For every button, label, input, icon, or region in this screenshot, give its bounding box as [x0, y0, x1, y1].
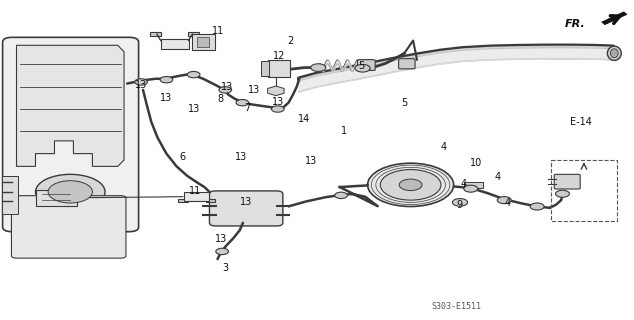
Circle shape [219, 87, 231, 93]
Circle shape [216, 248, 228, 255]
Bar [150, 32, 162, 36]
Bar [36, 190, 77, 205]
Circle shape [399, 179, 422, 191]
Text: 13: 13 [304, 156, 317, 166]
Circle shape [36, 174, 105, 209]
Bar [206, 199, 216, 202]
Polygon shape [602, 12, 627, 25]
Circle shape [368, 163, 454, 206]
Text: 4: 4 [505, 198, 511, 208]
Circle shape [463, 185, 477, 192]
Circle shape [453, 198, 467, 206]
Bar [2, 176, 18, 214]
Text: 6: 6 [179, 152, 185, 163]
Bar [184, 192, 209, 201]
FancyBboxPatch shape [399, 59, 415, 69]
Text: 4: 4 [495, 172, 500, 181]
Bar [268, 60, 290, 77]
Bar [197, 37, 209, 47]
Circle shape [355, 64, 370, 72]
Text: 3: 3 [222, 263, 228, 273]
Circle shape [187, 71, 200, 78]
Bar [464, 182, 483, 188]
Text: S303-E1511: S303-E1511 [431, 302, 481, 311]
Ellipse shape [607, 46, 621, 60]
Text: 11: 11 [212, 26, 224, 36]
Circle shape [48, 181, 93, 203]
Text: 14: 14 [298, 114, 311, 124]
Circle shape [335, 192, 347, 198]
Bar [188, 32, 199, 36]
Text: 13: 13 [235, 152, 247, 163]
Text: 4: 4 [461, 179, 467, 189]
Circle shape [236, 100, 249, 106]
Text: FR.: FR. [565, 19, 585, 28]
Text: 5: 5 [358, 61, 365, 71]
Bar [191, 34, 214, 50]
Text: 8: 8 [218, 94, 224, 104]
Text: 12: 12 [273, 52, 285, 61]
Bar [161, 39, 188, 49]
FancyBboxPatch shape [209, 191, 283, 226]
Text: 4: 4 [441, 142, 446, 152]
Circle shape [497, 197, 511, 204]
Text: 13: 13 [188, 104, 200, 114]
Circle shape [311, 64, 326, 71]
Text: 10: 10 [470, 157, 482, 168]
Text: 1: 1 [341, 126, 347, 136]
Text: 13: 13 [271, 97, 284, 107]
Circle shape [160, 76, 172, 83]
Bar [178, 199, 188, 202]
Bar [261, 61, 269, 76]
Text: 13: 13 [215, 234, 227, 244]
Bar [551, 160, 618, 220]
Text: 13: 13 [135, 80, 147, 90]
FancyBboxPatch shape [358, 60, 375, 70]
Text: 13: 13 [221, 82, 233, 92]
FancyBboxPatch shape [11, 196, 126, 258]
Text: 7: 7 [244, 103, 250, 113]
FancyBboxPatch shape [3, 37, 139, 232]
Text: 11: 11 [189, 186, 201, 196]
Text: 13: 13 [160, 93, 172, 103]
Text: 2: 2 [287, 36, 294, 45]
Text: 13: 13 [248, 85, 260, 95]
Text: 5: 5 [401, 98, 408, 108]
Ellipse shape [611, 49, 618, 58]
Circle shape [271, 106, 284, 112]
Circle shape [555, 190, 569, 197]
Circle shape [380, 170, 441, 200]
FancyBboxPatch shape [554, 174, 580, 189]
Text: E-14: E-14 [571, 117, 592, 127]
Text: 9: 9 [456, 200, 462, 210]
Polygon shape [16, 45, 124, 166]
Circle shape [135, 79, 148, 85]
Text: 13: 13 [240, 197, 252, 207]
Circle shape [530, 203, 544, 210]
